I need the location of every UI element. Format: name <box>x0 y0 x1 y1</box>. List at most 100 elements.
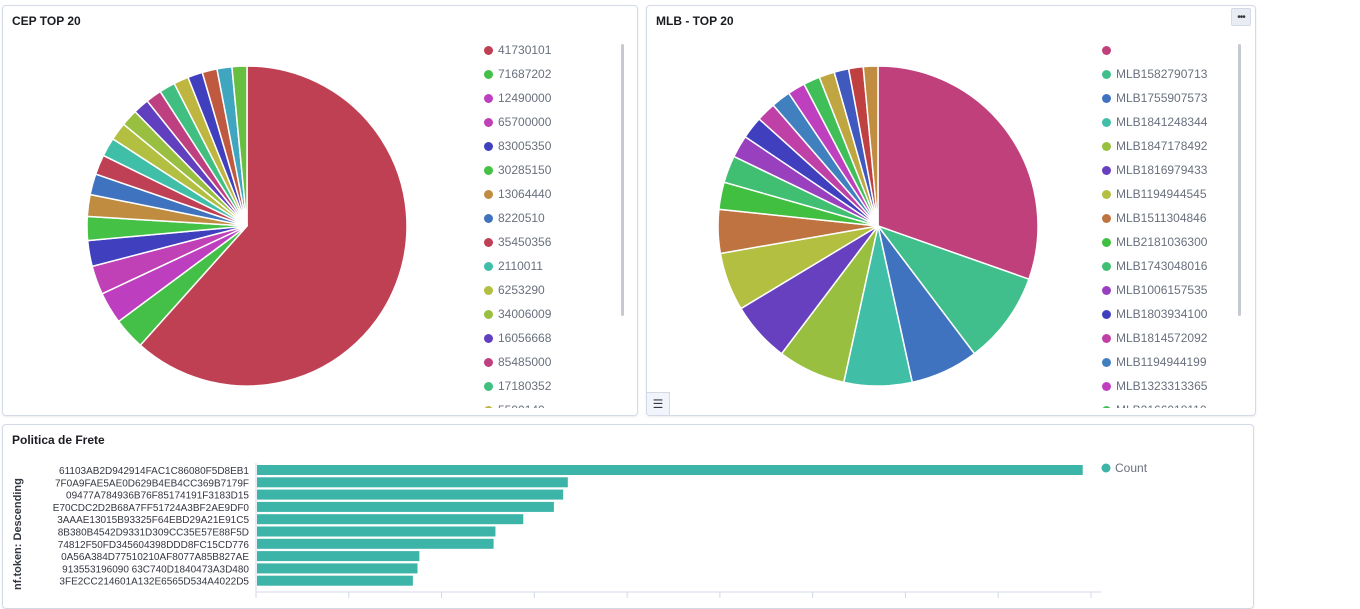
legend-item[interactable]: 8220510 <box>484 206 619 230</box>
legend-toggle-button[interactable]: ☰ <box>647 392 670 415</box>
bar[interactable] <box>257 563 418 574</box>
legend-item[interactable]: MLB1511304846 <box>1102 206 1237 230</box>
legend-label: MLB1511304846 <box>1116 211 1207 225</box>
legend-item[interactable]: 41730101 <box>484 38 619 62</box>
legend-item[interactable]: MLB1194944545 <box>1102 182 1237 206</box>
legend-item[interactable]: 13064440 <box>484 182 619 206</box>
legend-item[interactable]: MLB1816979433 <box>1102 158 1237 182</box>
legend-label: MLB1755907573 <box>1116 91 1208 105</box>
legend-label: MLB1743048016 <box>1116 259 1208 273</box>
legend-item[interactable]: MLB1006157535 <box>1102 278 1237 302</box>
legend-color-dot-icon <box>484 69 493 79</box>
pie-slice-19[interactable] <box>231 65 248 227</box>
legend-scrollbar[interactable] <box>1238 44 1241 316</box>
bar[interactable] <box>257 489 564 500</box>
y-axis-label: nf.token: Descending <box>12 478 24 590</box>
legend-color-dot-icon <box>1102 357 1111 367</box>
legend-color-dot-icon <box>484 309 493 319</box>
legend-label: MLB1323313365 <box>1116 379 1208 393</box>
cep-legend: 41730101 71687202 12490000 65700000 83005350… <box>484 38 619 408</box>
y-tick-label: 7F0A9FAE5AE0D629B4EB4CC369B7179F <box>55 478 249 489</box>
legend-color-dot-icon <box>484 405 493 408</box>
legend-item[interactable]: 71687202 <box>484 62 619 86</box>
legend-item[interactable]: MLB1194944199 <box>1102 350 1237 374</box>
legend-label: 34006009 <box>498 307 552 321</box>
legend-item[interactable]: 65700000 <box>484 110 619 134</box>
bar[interactable] <box>257 575 413 586</box>
legend-color-dot-icon <box>1102 381 1111 391</box>
legend-item[interactable]: MLB1803934100 <box>1102 302 1237 326</box>
politica-frete-panel: Politica de Frete nf.token: Descending 61… <box>2 424 1254 609</box>
legend-item[interactable] <box>1102 38 1237 62</box>
legend-label: MLB1814572092 <box>1116 331 1208 345</box>
ellipsis-icon: ••• <box>1237 11 1245 23</box>
legend-item[interactable]: MLB1743048016 <box>1102 254 1237 278</box>
legend-label: MLB1816979433 <box>1116 163 1208 177</box>
bar[interactable] <box>257 477 568 488</box>
pie-slice-0[interactable] <box>877 65 1039 281</box>
legend-item[interactable]: MLB1814572092 <box>1102 326 1237 350</box>
legend-color-dot-icon <box>484 333 493 343</box>
legend-label[interactable]: Count <box>1115 461 1148 475</box>
bar[interactable] <box>257 465 1083 475</box>
legend-label: 5590140 <box>498 403 545 408</box>
pie-slice-19[interactable] <box>862 65 879 227</box>
panel-title: Politica de Frete <box>12 433 105 447</box>
legend-item[interactable]: 16056668 <box>484 326 619 350</box>
legend-label: 35450356 <box>498 235 552 249</box>
bar[interactable] <box>257 538 494 549</box>
bar[interactable] <box>257 514 524 525</box>
legend-color-dot-icon <box>1102 117 1111 127</box>
legend-label: MLB1847178492 <box>1116 139 1208 153</box>
legend-label: 30285150 <box>498 163 552 177</box>
legend-label: 8220510 <box>498 211 545 225</box>
legend-item[interactable]: MLB1582790713 <box>1102 62 1237 86</box>
legend-item[interactable]: 6253290 <box>484 278 619 302</box>
legend-color-dot-icon <box>1102 261 1111 271</box>
legend-label: 17180352 <box>498 379 552 393</box>
legend-color-dot-icon <box>484 357 493 367</box>
legend-label: MLB1582790713 <box>1116 67 1208 81</box>
legend-color-dot-icon <box>484 141 493 151</box>
legend-item[interactable]: 2110011 <box>484 254 619 278</box>
legend-item[interactable]: 34006009 <box>484 302 619 326</box>
frete-bar-chart: nf.token: Descending 61103AB2D942914FAC1C… <box>12 461 1148 598</box>
legend-color-dot-icon <box>484 165 493 175</box>
legend-item[interactable]: MLB1323313365 <box>1102 374 1237 398</box>
legend-item[interactable]: 35450356 <box>484 230 619 254</box>
legend-label: 65700000 <box>498 115 552 129</box>
bar[interactable] <box>257 526 496 537</box>
bar[interactable] <box>257 501 554 512</box>
y-tick-label: 3FE2CC214601A132E6565D534A4022D5 <box>59 577 249 588</box>
mlb-top20-panel: MLB - TOP 20 ••• MLB1582790713 MLB1755907… <box>646 5 1256 416</box>
pie-slice-1[interactable] <box>875 224 1030 355</box>
legend-item[interactable]: 85485000 <box>484 350 619 374</box>
legend-label: MLB1194944545 <box>1116 187 1207 201</box>
legend-item[interactable]: 83005350 <box>484 134 619 158</box>
legend-item[interactable]: MLB1841248344 <box>1102 110 1237 134</box>
legend-item[interactable]: MLB1755907573 <box>1102 86 1237 110</box>
legend-item[interactable]: 5590140 <box>484 398 619 408</box>
legend-color-dot-icon <box>1102 141 1111 151</box>
cep-pie-chart <box>86 65 408 387</box>
cep-top20-panel: CEP TOP 20 41730101 71687202 12490000 65700… <box>2 5 638 416</box>
legend-color-dot-icon <box>1102 69 1111 79</box>
pie-slice-0[interactable] <box>139 65 408 387</box>
legend-item[interactable]: MLB2181036300 <box>1102 230 1237 254</box>
y-tick-label: E70CDC2D2B68A7FF51724A3BF2AE9DF0 <box>53 503 250 514</box>
legend-item[interactable]: 12490000 <box>484 86 619 110</box>
legend-item[interactable]: 17180352 <box>484 374 619 398</box>
legend-item[interactable]: MLB2166018110 <box>1102 398 1237 408</box>
y-tick-label: 0A56A384D77510210AF8077A85B827AE <box>61 552 249 563</box>
panel-options-button[interactable]: ••• <box>1231 8 1251 26</box>
bar[interactable] <box>257 551 420 562</box>
legend-item[interactable]: MLB1847178492 <box>1102 134 1237 158</box>
legend-color-dot-icon <box>484 237 493 247</box>
list-icon: ☰ <box>652 397 664 411</box>
y-tick-label: 3AAAE13015B93325F64EBD29A21E91C5 <box>57 515 249 526</box>
y-tick-label: 61103AB2D942914FAC1C86080F5D8EB1 <box>59 466 249 477</box>
legend-item[interactable]: 30285150 <box>484 158 619 182</box>
legend-scrollbar[interactable] <box>621 44 624 316</box>
legend-color-dot-icon <box>484 381 493 391</box>
legend-color-dot-icon <box>1102 333 1111 343</box>
